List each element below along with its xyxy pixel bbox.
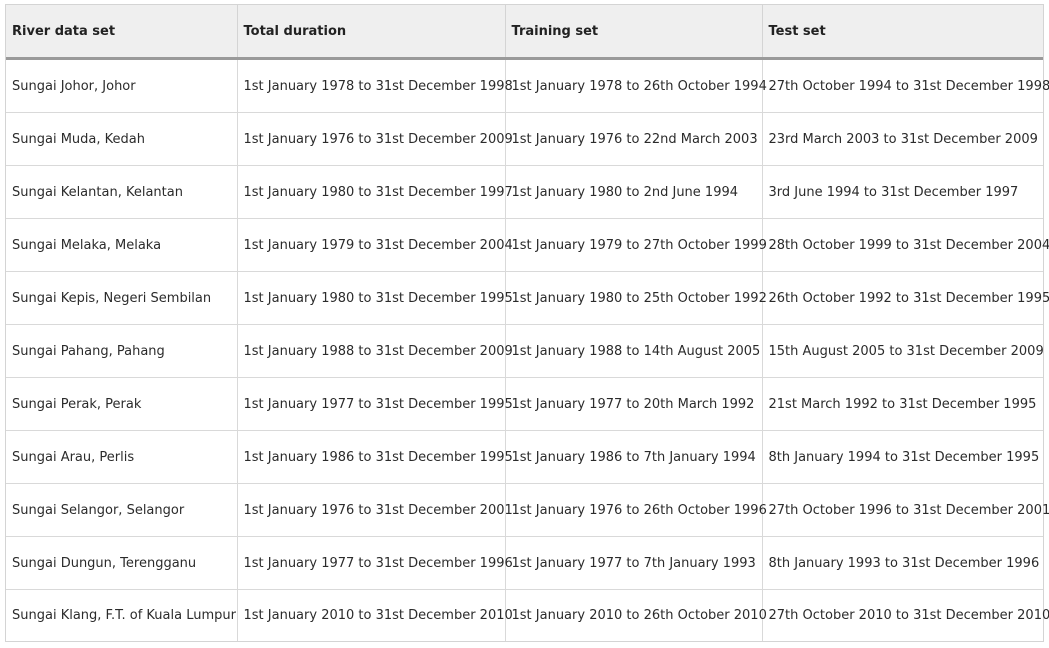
training-set-cell: 1st January 1976 to 22nd March 2003 bbox=[505, 112, 763, 166]
table-row: Sungai Arau, Perlis 1st January 1986 to 3… bbox=[6, 430, 1043, 484]
test-set-cell: 27th October 1994 to 31st December 1998 bbox=[762, 58, 1049, 113]
total-duration-cell: 1st January 1977 to 31st December 1995 bbox=[237, 377, 513, 431]
test-set-cell: 8th January 1993 to 31st December 1996 bbox=[762, 536, 1043, 590]
total-duration-cell: 1st January 2010 to 31st December 2010 bbox=[237, 589, 513, 641]
header-river-data-set: River data set bbox=[6, 5, 238, 60]
test-set-cell: 8th January 1994 to 31st December 1995 bbox=[762, 430, 1043, 484]
total-duration-cell: 1st January 1986 to 31st December 1995 bbox=[237, 430, 513, 484]
training-set-cell: 1st January 1988 to 14th August 2005 bbox=[505, 324, 763, 378]
river-data-set-cell: Sungai Muda, Kedah bbox=[6, 112, 238, 166]
training-set-cell: 1st January 1986 to 7th January 1994 bbox=[505, 430, 763, 484]
river-data-set-cell: Sungai Melaka, Melaka bbox=[6, 218, 238, 272]
header-total-duration: Total duration bbox=[237, 5, 506, 60]
river-data-set-cell: Sungai Selangor, Selangor bbox=[6, 483, 238, 537]
table-row: Sungai Kepis, Negeri Sembilan 1st January… bbox=[6, 271, 1049, 325]
river-data-set-cell: Sungai Dungun, Terengganu bbox=[6, 536, 238, 590]
total-duration-cell: 1st January 1977 to 31st December 1996 bbox=[237, 536, 513, 590]
total-duration-cell: 1st January 1979 to 31st December 2004 bbox=[237, 218, 513, 272]
river-data-set-cell: Sungai Klang, F.T. of Kuala Lumpur bbox=[6, 589, 238, 641]
test-set-cell: 27th October 2010 to 31st December 2010 bbox=[768, 608, 1049, 623]
training-set-cell: 1st January 1977 to 7th January 1993 bbox=[505, 536, 763, 590]
table-row: Sungai Klang, F.T. of Kuala Lumpur 1st Ja… bbox=[6, 589, 1049, 641]
training-set-cell: 1st January 1980 to 2nd June 1994 bbox=[505, 165, 763, 219]
river-data-set-cell: Sungai Perak, Perak bbox=[6, 377, 238, 431]
table-row: Sungai Melaka, Melaka 1st January 1979 to… bbox=[6, 218, 1049, 272]
test-set-cell: 21st March 1992 to 31st December 1995 bbox=[762, 377, 1043, 431]
training-set-cell: 1st January 1979 to 27th October 1999 bbox=[505, 218, 767, 272]
training-set-cell: 1st January 1976 to 26th October 1996 bbox=[505, 483, 767, 537]
table-row: Sungai Kelantan, Kelantan 1st January 198… bbox=[6, 165, 1043, 219]
table-body: Sungai Johor, Johor 1st January 1978 to 3… bbox=[6, 58, 1049, 641]
river-data-set-cell: Sungai Arau, Perlis bbox=[6, 430, 238, 484]
river-data-set-cell: Sungai Pahang, Pahang bbox=[6, 324, 238, 378]
total-duration-cell: 1st January 1980 to 31st December 1997 bbox=[237, 165, 513, 219]
test-set-cell: 23rd March 2003 to 31st December 2009 bbox=[762, 112, 1043, 166]
table-row: Sungai Johor, Johor 1st January 1978 to 3… bbox=[6, 58, 1049, 113]
total-duration-cell: 1st January 1988 to 31st December 2009 bbox=[237, 324, 513, 378]
test-set-cell: 28th October 1999 to 31st December 2004 bbox=[762, 218, 1049, 272]
test-set-cell: 27th October 1996 to 31st December 2001 bbox=[762, 483, 1049, 537]
training-set-cell: 1st January 1980 to 25th October 1992 bbox=[505, 271, 767, 325]
table-header: River data set Total duration Training s… bbox=[6, 5, 1043, 60]
river-data-set-cell: Sungai Kepis, Negeri Sembilan bbox=[6, 271, 238, 325]
total-duration-cell: 1st January 1976 to 31st December 2009 bbox=[237, 112, 513, 166]
total-duration-cell: 1st January 1980 to 31st December 1995 bbox=[237, 271, 513, 325]
header-training-set: Training set bbox=[505, 5, 763, 60]
header-row: River data set Total duration Training s… bbox=[6, 5, 1043, 60]
training-set-cell: 1st January 1978 to 26th October 1994 bbox=[505, 58, 767, 113]
training-set-cell: 1st January 1977 to 20th March 1992 bbox=[505, 377, 763, 431]
river-data-set-cell: Sungai Johor, Johor bbox=[6, 58, 238, 113]
test-set-cell: 3rd June 1994 to 31st December 1997 bbox=[762, 165, 1043, 219]
river-dataset-table-container: River data set Total duration Training s… bbox=[5, 4, 1049, 642]
total-duration-cell: 1st January 1978 to 31st December 1998 bbox=[237, 58, 513, 113]
table-row: Sungai Muda, Kedah 1st January 1976 to 31… bbox=[6, 112, 1043, 166]
table-row: Sungai Selangor, Selangor 1st January 197… bbox=[6, 483, 1049, 537]
header-test-set: Test set bbox=[762, 5, 1043, 60]
training-set-cell: 1st January 2010 to 26th October 2010 bbox=[505, 589, 767, 641]
total-duration-cell: 1st January 1976 to 31st December 2001 bbox=[237, 483, 513, 537]
test-set-cell: 26th October 1992 to 31st December 1995 bbox=[762, 271, 1049, 325]
test-set-cell: 15th August 2005 to 31st December 2009 bbox=[762, 324, 1044, 378]
table-row: Sungai Pahang, Pahang 1st January 1988 to… bbox=[6, 324, 1044, 378]
table-row: Sungai Perak, Perak 1st January 1977 to 3… bbox=[6, 377, 1043, 431]
table-row: Sungai Dungun, Terengganu 1st January 197… bbox=[6, 536, 1043, 590]
river-data-set-cell: Sungai Kelantan, Kelantan bbox=[6, 165, 238, 219]
river-dataset-table: River data set Total duration Training s… bbox=[6, 5, 1049, 641]
